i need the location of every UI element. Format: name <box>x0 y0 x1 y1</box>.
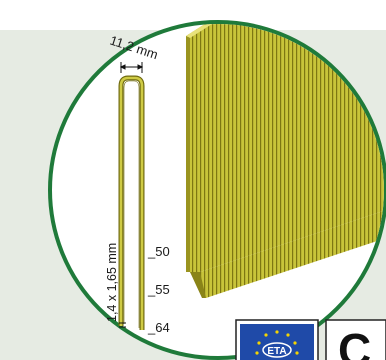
eu-stars-icon <box>255 330 299 355</box>
width-dimension <box>119 62 144 73</box>
eta-badge: ETA <box>235 319 319 360</box>
ce-text: C <box>338 324 371 360</box>
single-staple <box>118 75 145 330</box>
length-label-55: _55 <box>147 282 170 297</box>
staple-strip <box>186 24 384 298</box>
length-ticks <box>119 322 126 328</box>
ce-mark: C <box>325 319 386 360</box>
eta-text: ETA <box>267 346 286 357</box>
length-label-50: _50 <box>147 244 170 259</box>
wire-size-label: 1,4 x 1,65 mm <box>105 243 119 322</box>
length-label-64: _64 <box>147 320 170 335</box>
